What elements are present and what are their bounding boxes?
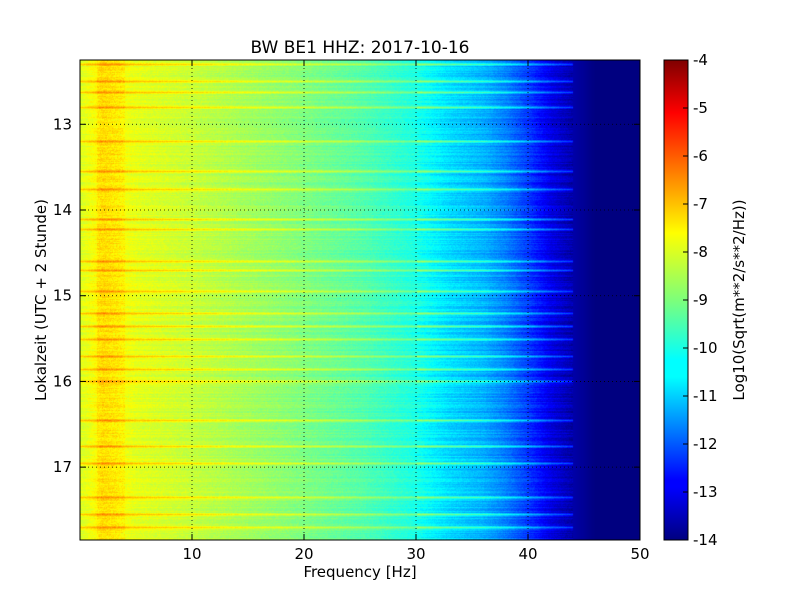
x-tick-label: 30 bbox=[406, 545, 425, 563]
colorbar: -4 -5 -6 -7 -8 -9 -10 -11 -12 -13 -14 Log10(Sqrt(m… bbox=[663, 51, 748, 549]
y-tick-label: 17 bbox=[53, 458, 72, 476]
colorbar-tick-label: -14 bbox=[693, 531, 718, 549]
heatmap-area bbox=[80, 60, 640, 540]
colorbar-tick-label: -5 bbox=[693, 99, 708, 117]
x-tick-label: 50 bbox=[630, 545, 649, 563]
heatmap-raster bbox=[80, 60, 640, 540]
y-axis-ticks: 13 14 15 16 17 bbox=[53, 115, 640, 476]
colorbar-tick-label: -6 bbox=[693, 147, 708, 165]
y-axis-label: Lokalzeit (UTC + 2 Stunde) bbox=[32, 199, 50, 401]
colorbar-tick-label: -9 bbox=[693, 291, 708, 309]
colorbar-tick-label: -12 bbox=[693, 435, 718, 453]
y-tick-label: 16 bbox=[53, 372, 72, 390]
x-tick-label: 10 bbox=[182, 545, 201, 563]
colorbar-tick-label: -8 bbox=[693, 243, 708, 261]
colorbar-tick-label: -13 bbox=[693, 483, 718, 501]
y-tick-label: 15 bbox=[53, 287, 72, 305]
y-tick-label: 13 bbox=[53, 115, 72, 133]
x-tick-label: 40 bbox=[518, 545, 537, 563]
grid-lines bbox=[80, 60, 640, 540]
colorbar-tick-label: -10 bbox=[693, 339, 718, 357]
colorbar-label: Log10(Sqrt(m**2/s**2/Hz)) bbox=[730, 199, 748, 400]
chart-title: BW BE1 HHZ: 2017-10-16 bbox=[250, 38, 469, 58]
colorbar-ticks: -4 -5 -6 -7 -8 -9 -10 -11 -12 -13 -14 bbox=[683, 51, 718, 549]
colorbar-tick-label: -11 bbox=[693, 387, 718, 405]
x-tick-label: 20 bbox=[294, 545, 313, 563]
y-tick-label: 14 bbox=[53, 201, 72, 219]
colorbar-tick-label: -7 bbox=[693, 195, 708, 213]
colorbar-tick-label: -4 bbox=[693, 51, 708, 69]
x-axis-ticks: 10 20 30 40 50 bbox=[182, 60, 650, 563]
x-axis-label: Frequency [Hz] bbox=[303, 563, 416, 581]
plot-frame bbox=[79, 59, 641, 541]
